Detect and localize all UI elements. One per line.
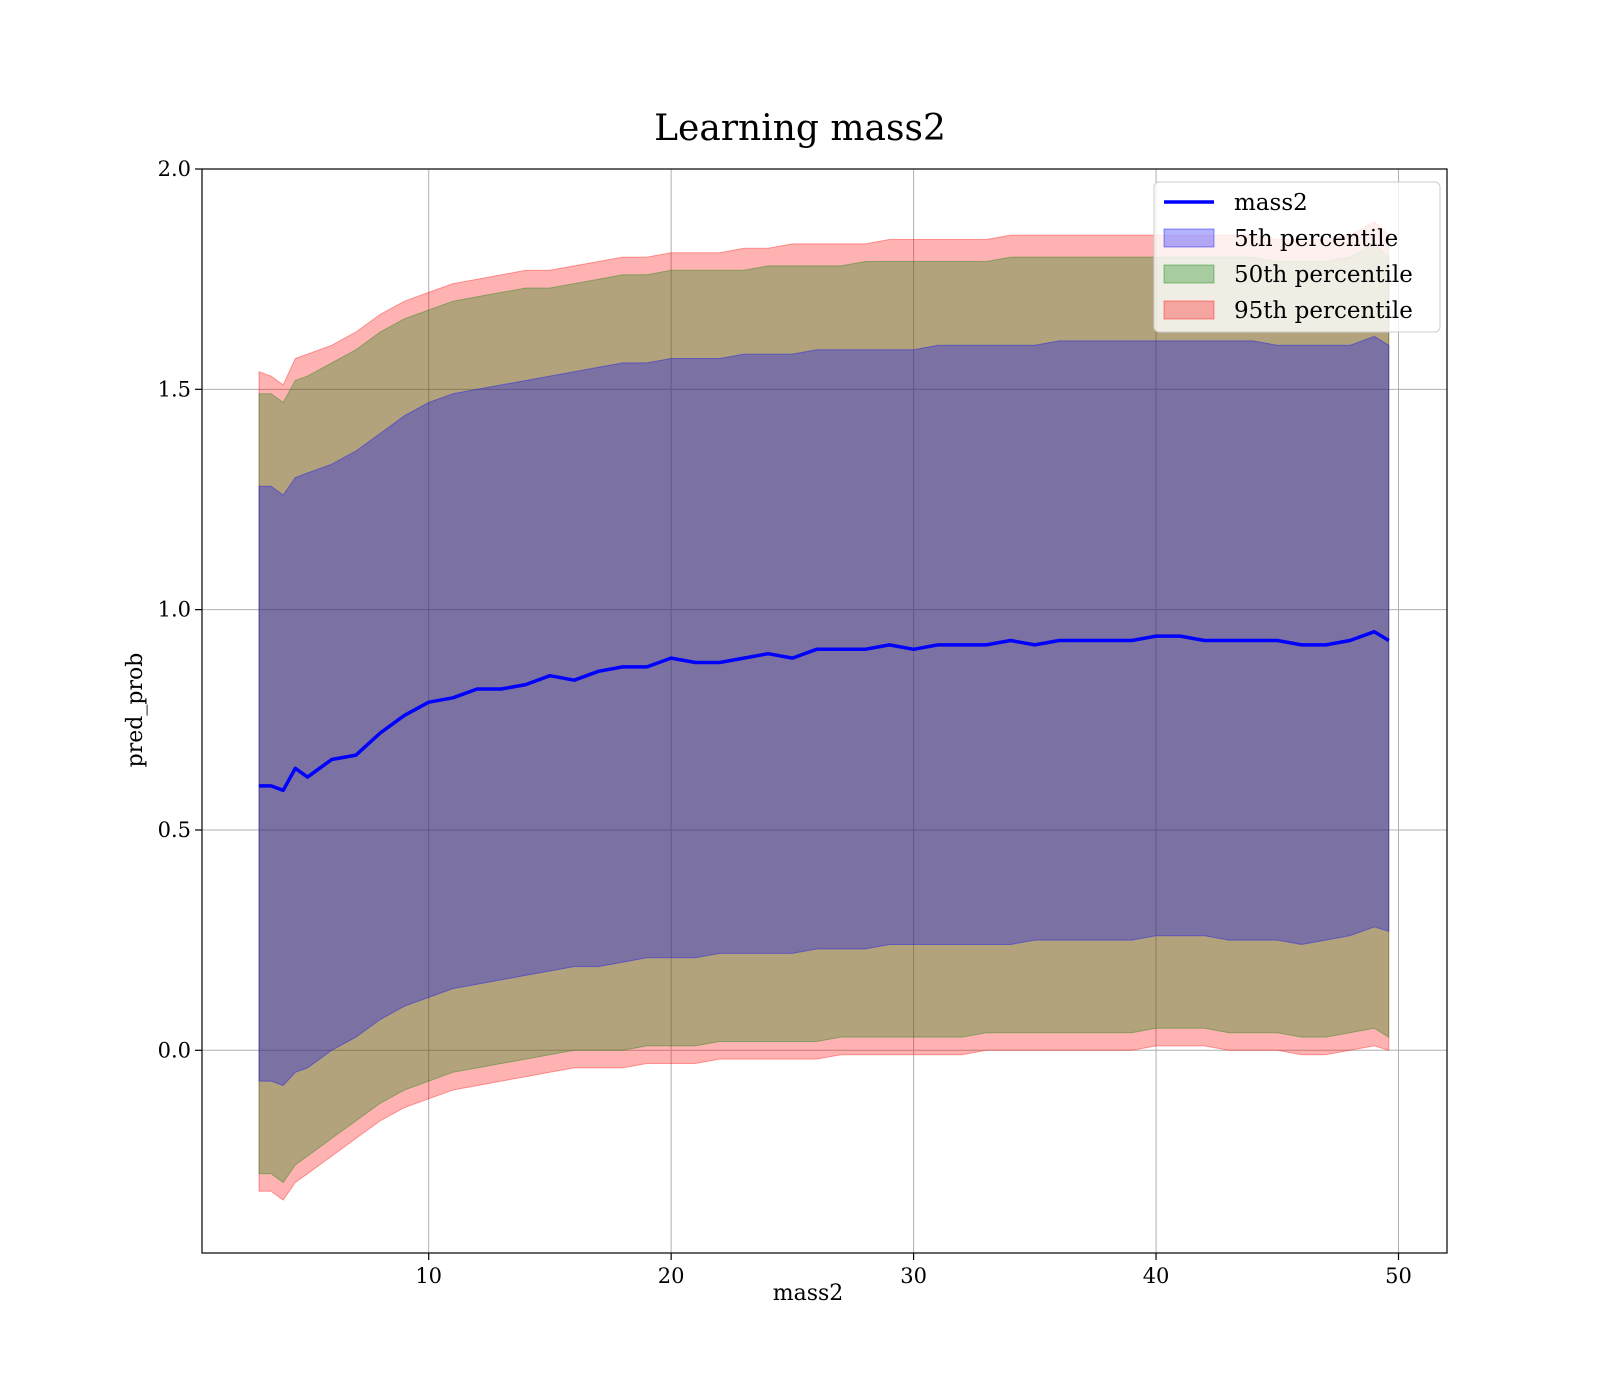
y-axis-ticks: 0.0 0.5 1.0 1.5 2.0 — [158, 157, 202, 1062]
x-tick-label: 40 — [1143, 1264, 1170, 1288]
x-axis-label: mass2 — [773, 1281, 844, 1306]
legend-label: mass2 — [1234, 190, 1308, 216]
50th-percentile-band — [258, 243, 1390, 1184]
95th-percentile-band — [258, 221, 1390, 1201]
series-lines — [259, 629, 1390, 793]
x-tick-label: 50 — [1385, 1264, 1412, 1288]
legend-label: 5th percentile — [1234, 226, 1398, 252]
y-tick-label: 0.0 — [158, 1038, 191, 1062]
x-tick-label: 20 — [658, 1264, 685, 1288]
legend-swatch — [1163, 228, 1215, 248]
y-axis-label: pred_prob — [123, 653, 148, 768]
legend-label: 50th percentile — [1234, 262, 1413, 288]
x-tick-label: 10 — [415, 1264, 442, 1288]
percentile-bands — [258, 221, 1390, 1201]
y-tick-label: 1.0 — [158, 598, 191, 622]
y-tick-label: 0.5 — [158, 818, 191, 842]
y-tick-label: 2.0 — [158, 157, 191, 181]
x-tick-label: 30 — [900, 1264, 927, 1288]
legend-label: 95th percentile — [1234, 298, 1413, 324]
chart-title: Learning mass2 — [654, 108, 946, 149]
legend-swatch — [1163, 264, 1215, 284]
x-axis-ticks: 10 20 30 40 50 — [415, 1253, 1412, 1288]
legend: mass2 5th percentile 50th percentile 95th p… — [1153, 181, 1441, 333]
legend-box — [1153, 181, 1441, 333]
5th-percentile-band — [258, 335, 1390, 1087]
plot-frame — [201, 168, 1448, 1254]
legend-swatch — [1163, 300, 1215, 320]
y-tick-label: 1.5 — [158, 377, 191, 401]
mass2-line — [259, 629, 1390, 793]
